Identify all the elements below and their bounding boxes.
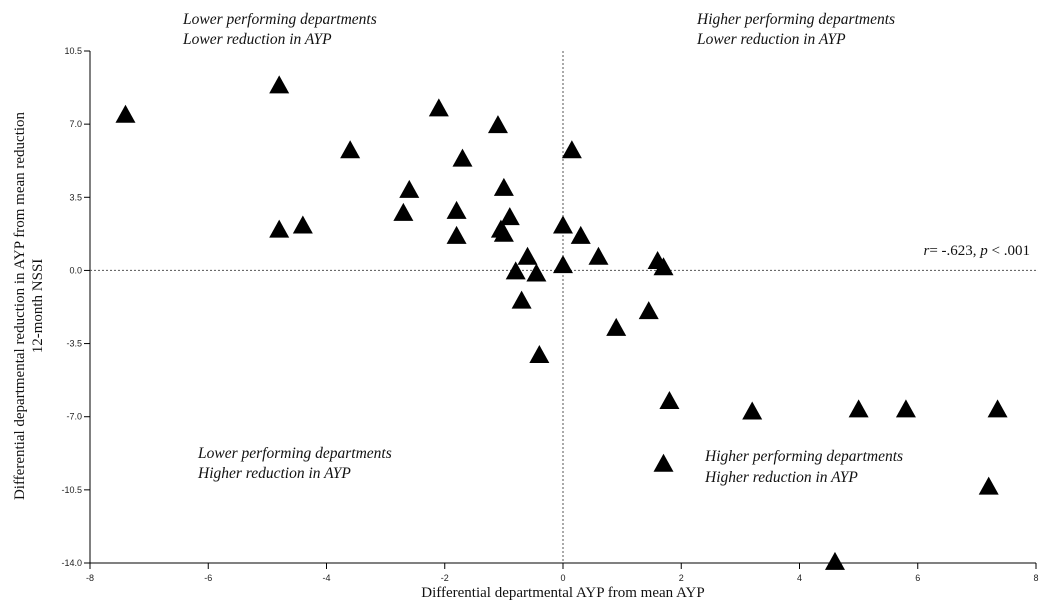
quad-top-left-line2: Lower reduction in AYP: [182, 31, 332, 48]
data-point-triangle: [487, 115, 508, 134]
data-point-triangle: [452, 148, 473, 167]
correlation-annotation: r= -.623, p < .001: [923, 243, 1030, 259]
x-tick-label: 6: [915, 573, 920, 583]
data-point-triangle: [653, 257, 674, 276]
y-axis-title-line1: Differential departmental reduction in A…: [12, 111, 28, 500]
data-point-triangle: [526, 263, 547, 282]
x-tick-label: -8: [86, 573, 94, 583]
quad-bottom-left-line1: Lower performing departments: [197, 445, 392, 462]
x-tick-label: -4: [322, 573, 330, 583]
data-point-triangle: [561, 140, 582, 159]
data-point-triangle: [588, 246, 609, 265]
data-point-triangle: [446, 200, 467, 219]
data-point-triangle: [428, 98, 449, 117]
data-point-triangle: [511, 290, 532, 309]
data-point-triangle: [978, 476, 999, 495]
y-tick-label: -14.0: [61, 558, 82, 568]
data-point-triangle: [895, 399, 916, 418]
data-point-triangle: [493, 177, 514, 196]
x-tick-label: 2: [679, 573, 684, 583]
data-point-triangle: [638, 301, 659, 320]
data-point-triangle: [606, 317, 627, 336]
data-point-triangle: [653, 453, 674, 472]
data-point-triangle: [505, 261, 526, 280]
x-tick-label: -6: [204, 573, 212, 583]
data-point-triangle: [742, 401, 763, 420]
axes: -8 -6 -4 -2 0 2 4 6 8 10.5 7.0 3.5 0.0 -3.5 -7.0 -10.5 -…: [61, 46, 1038, 583]
x-tick-label: -2: [441, 573, 449, 583]
data-point-triangle: [659, 390, 680, 409]
x-tick-label: 4: [797, 573, 802, 583]
data-points: [115, 75, 1008, 570]
y-tick-label: -10.5: [61, 485, 82, 495]
quad-top-right-line2: Lower reduction in AYP: [696, 31, 846, 48]
quad-bottom-right-line2: Higher reduction in AYP: [704, 469, 858, 486]
reference-lines: [90, 51, 1036, 563]
data-point-triangle: [393, 202, 414, 221]
data-point-triangle: [517, 246, 538, 265]
y-tick-label: 0.0: [69, 265, 82, 275]
quad-top-left-line1: Lower performing departments: [182, 11, 377, 28]
y-axis-title-line2: 12-month NSSI: [30, 259, 46, 354]
quad-bottom-left-line2: Higher reduction in AYP: [197, 465, 351, 482]
data-point-triangle: [499, 207, 520, 226]
data-point-triangle: [446, 225, 467, 244]
data-point-triangle: [553, 215, 573, 234]
data-point-triangle: [987, 399, 1008, 418]
data-point-triangle: [115, 104, 136, 123]
x-tick-label: 0: [560, 573, 565, 583]
data-point-triangle: [493, 223, 514, 242]
y-tick-label: 10.5: [64, 46, 82, 56]
data-point-triangle: [340, 140, 361, 159]
x-tick-label: 8: [1033, 573, 1038, 583]
data-point-triangle: [269, 75, 290, 94]
data-point-triangle: [848, 399, 869, 418]
y-tick-label: -3.5: [66, 339, 82, 349]
data-point-triangle: [570, 225, 591, 244]
data-point-triangle: [529, 345, 550, 364]
data-point-triangle: [269, 219, 290, 238]
x-axis-title: Differential departmental AYP from mean …: [421, 585, 704, 601]
y-tick-label: 7.0: [69, 119, 82, 129]
quad-top-right-line1: Higher performing departments: [696, 11, 895, 28]
data-point-triangle: [824, 551, 845, 570]
y-tick-label: -7.0: [66, 412, 82, 422]
data-point-triangle: [292, 215, 313, 234]
data-point-triangle: [399, 179, 420, 198]
quad-bottom-right-line1: Higher performing departments: [704, 448, 903, 465]
data-point-triangle: [553, 255, 573, 274]
y-tick-label: 3.5: [69, 192, 82, 202]
